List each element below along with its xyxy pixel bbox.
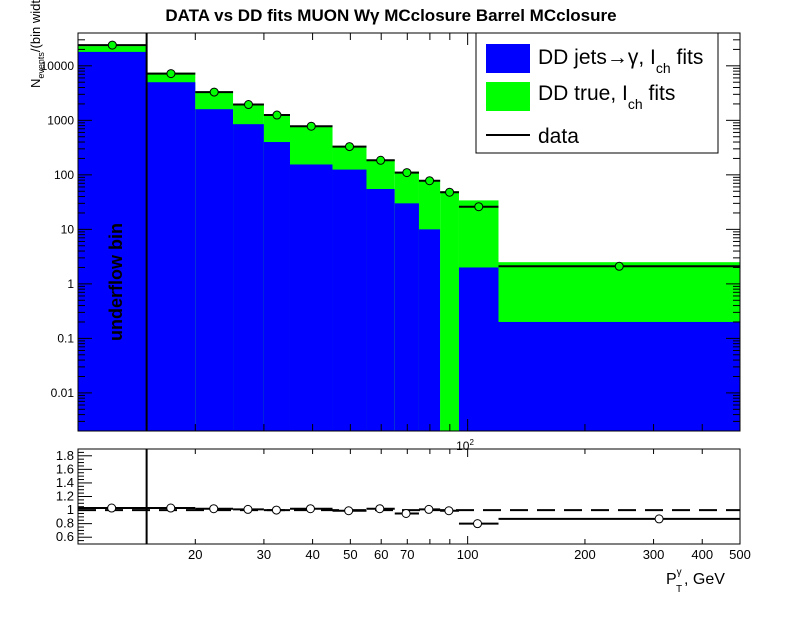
legend-label-jets-tail: fits xyxy=(671,46,704,69)
ratio-point-8 xyxy=(401,508,411,518)
ratio-point-9 xyxy=(424,504,434,514)
legend-label-true-tail: fits xyxy=(643,82,676,105)
x-axis-title: Pγ xyxy=(666,567,682,588)
x-axis-title-sup: γ xyxy=(677,567,682,578)
data-point-6 xyxy=(345,142,355,152)
ratio-y-tick-label-2: 1 xyxy=(67,502,74,517)
legend-label-jets-sub: ch xyxy=(656,60,671,76)
y-axis-title: Nevents/(bin width) xyxy=(28,0,46,88)
data-point-10 xyxy=(445,187,455,197)
bar-jets-0 xyxy=(78,51,147,431)
main-y-tick-label-0: 0.01 xyxy=(51,386,75,400)
bar-jets-6 xyxy=(332,169,367,432)
underflow-label: underflow bin xyxy=(106,223,126,341)
main-y-tick-label-2: 1 xyxy=(67,277,74,291)
bar-jets-2 xyxy=(195,109,234,432)
ratio-point-2 xyxy=(209,504,219,514)
bar-jets-4 xyxy=(263,142,290,432)
data-point-5 xyxy=(306,121,316,131)
ratio-x-tick-label-1: 30 xyxy=(257,547,271,562)
main-y-tick-label-5: 1000 xyxy=(47,113,74,127)
ratio-x-tick-label-9: 400 xyxy=(691,547,713,562)
y-axis-title-sub: events xyxy=(36,52,46,79)
ratio-x-tick-label-4: 60 xyxy=(374,547,388,562)
main-y-tick-label-4: 100 xyxy=(54,168,74,182)
legend-swatch-jets xyxy=(486,44,530,73)
ratio-x-tick-label-2: 40 xyxy=(305,547,319,562)
main-bars-layer xyxy=(78,46,740,432)
bar-jets-5 xyxy=(289,164,333,431)
bar-jets-11 xyxy=(458,267,499,431)
ratio-point-10 xyxy=(444,506,454,516)
bar-jets-7 xyxy=(366,188,395,431)
data-point-11 xyxy=(474,202,484,212)
bar-true-10 xyxy=(440,191,459,431)
main-y-axis: 0.01 0.1 1 10 100 1000 10000 xyxy=(41,32,740,432)
y-axis-title-main: N xyxy=(28,79,43,88)
ratio-x-tick-label-0: 20 xyxy=(188,547,202,562)
ratio-point-6 xyxy=(344,506,354,516)
ratio-point-3 xyxy=(243,504,253,514)
ratio-x-tick-label-3: 50 xyxy=(343,547,357,562)
data-point-9 xyxy=(425,176,435,186)
legend-swatch-true xyxy=(486,82,530,111)
ratio-y-tick-label-6: 1.8 xyxy=(56,448,74,463)
bar-jets-9 xyxy=(418,229,441,431)
legend-label-true: DD true, Ich fits xyxy=(538,82,675,112)
ratio-point-11 xyxy=(473,519,483,529)
ratio-x-tick-label-6: 100 xyxy=(457,547,479,562)
main-frame xyxy=(77,32,741,432)
legend-label-true-sub: ch xyxy=(628,96,643,112)
bar-jets-12 xyxy=(498,321,740,431)
ratio-y-tick-label-1: 0.8 xyxy=(56,516,74,531)
data-point-8 xyxy=(402,168,412,178)
ratio-x-tick-label-10: 500 xyxy=(729,547,751,562)
data-point-4 xyxy=(272,110,282,120)
y-axis-title-rest: /(bin width) xyxy=(28,0,43,52)
data-point-7 xyxy=(376,155,386,165)
ratio-y-tick-label-4: 1.4 xyxy=(56,475,74,490)
ratio-y-tick-label-3: 1.2 xyxy=(56,489,74,504)
main-y-tick-label-6: 10000 xyxy=(41,59,75,73)
ratio-y-axis: 0.60.811.21.41.61.8 xyxy=(56,448,92,545)
main-data-layer xyxy=(78,40,740,271)
ratio-point-1 xyxy=(166,503,176,513)
data-point-3 xyxy=(243,100,253,110)
ratio-point-5 xyxy=(305,504,315,514)
ratio-y-tick-label-5: 1.6 xyxy=(56,461,74,476)
x-axis-title-sub: T xyxy=(676,584,682,595)
ratio-point-12 xyxy=(654,514,664,524)
ratio-frame xyxy=(77,448,741,545)
data-point-12 xyxy=(614,261,624,271)
ratio-point-4 xyxy=(271,505,281,515)
legend: DD jets→γ, Ich fits DD true, Ich fits da… xyxy=(475,32,719,154)
ratio-points-layer xyxy=(78,503,740,529)
ratio-plot: 0.60.811.21.41.61.8 20 30 40 50 60 70 100 200 30… xyxy=(56,448,751,595)
chart-title: DATA vs DD fits MUON Wγ MCclosure Barrel… xyxy=(165,6,616,25)
data-point-0 xyxy=(107,40,117,50)
ratio-x-tick-label-8: 300 xyxy=(643,547,665,562)
main-plot: 0.01 0.1 1 10 100 1000 10000 underflow bin 10 2… xyxy=(28,0,741,453)
ratio-x-tick-label-7: 200 xyxy=(574,547,596,562)
ratio-point-7 xyxy=(375,504,385,514)
legend-label-jets-main: DD jets→γ, I xyxy=(538,46,656,69)
legend-label-data: data xyxy=(538,125,579,148)
x-tick-exponent: 2 xyxy=(469,438,474,447)
x-axis-title-main: P xyxy=(666,571,677,588)
bar-jets-8 xyxy=(394,203,419,431)
data-point-1 xyxy=(166,69,176,79)
legend-label-jets: DD jets→γ, Ich fits xyxy=(538,46,703,76)
ratio-x-axis: 20 30 40 50 60 70 100 200 300 400 500 xyxy=(188,449,751,562)
ratio-point-0 xyxy=(107,503,117,513)
main-y-tick-label-3: 10 xyxy=(61,222,75,236)
x-axis-title-rest: , GeV xyxy=(684,571,725,588)
legend-label-true-main: DD true, I xyxy=(538,82,628,105)
bar-jets-1 xyxy=(146,82,196,431)
ratio-y-tick-label-0: 0.6 xyxy=(56,529,74,544)
ratio-x-tick-label-5: 70 xyxy=(400,547,414,562)
bar-jets-3 xyxy=(233,124,264,431)
main-y-tick-label-1: 0.1 xyxy=(57,331,74,345)
data-point-2 xyxy=(209,87,219,97)
